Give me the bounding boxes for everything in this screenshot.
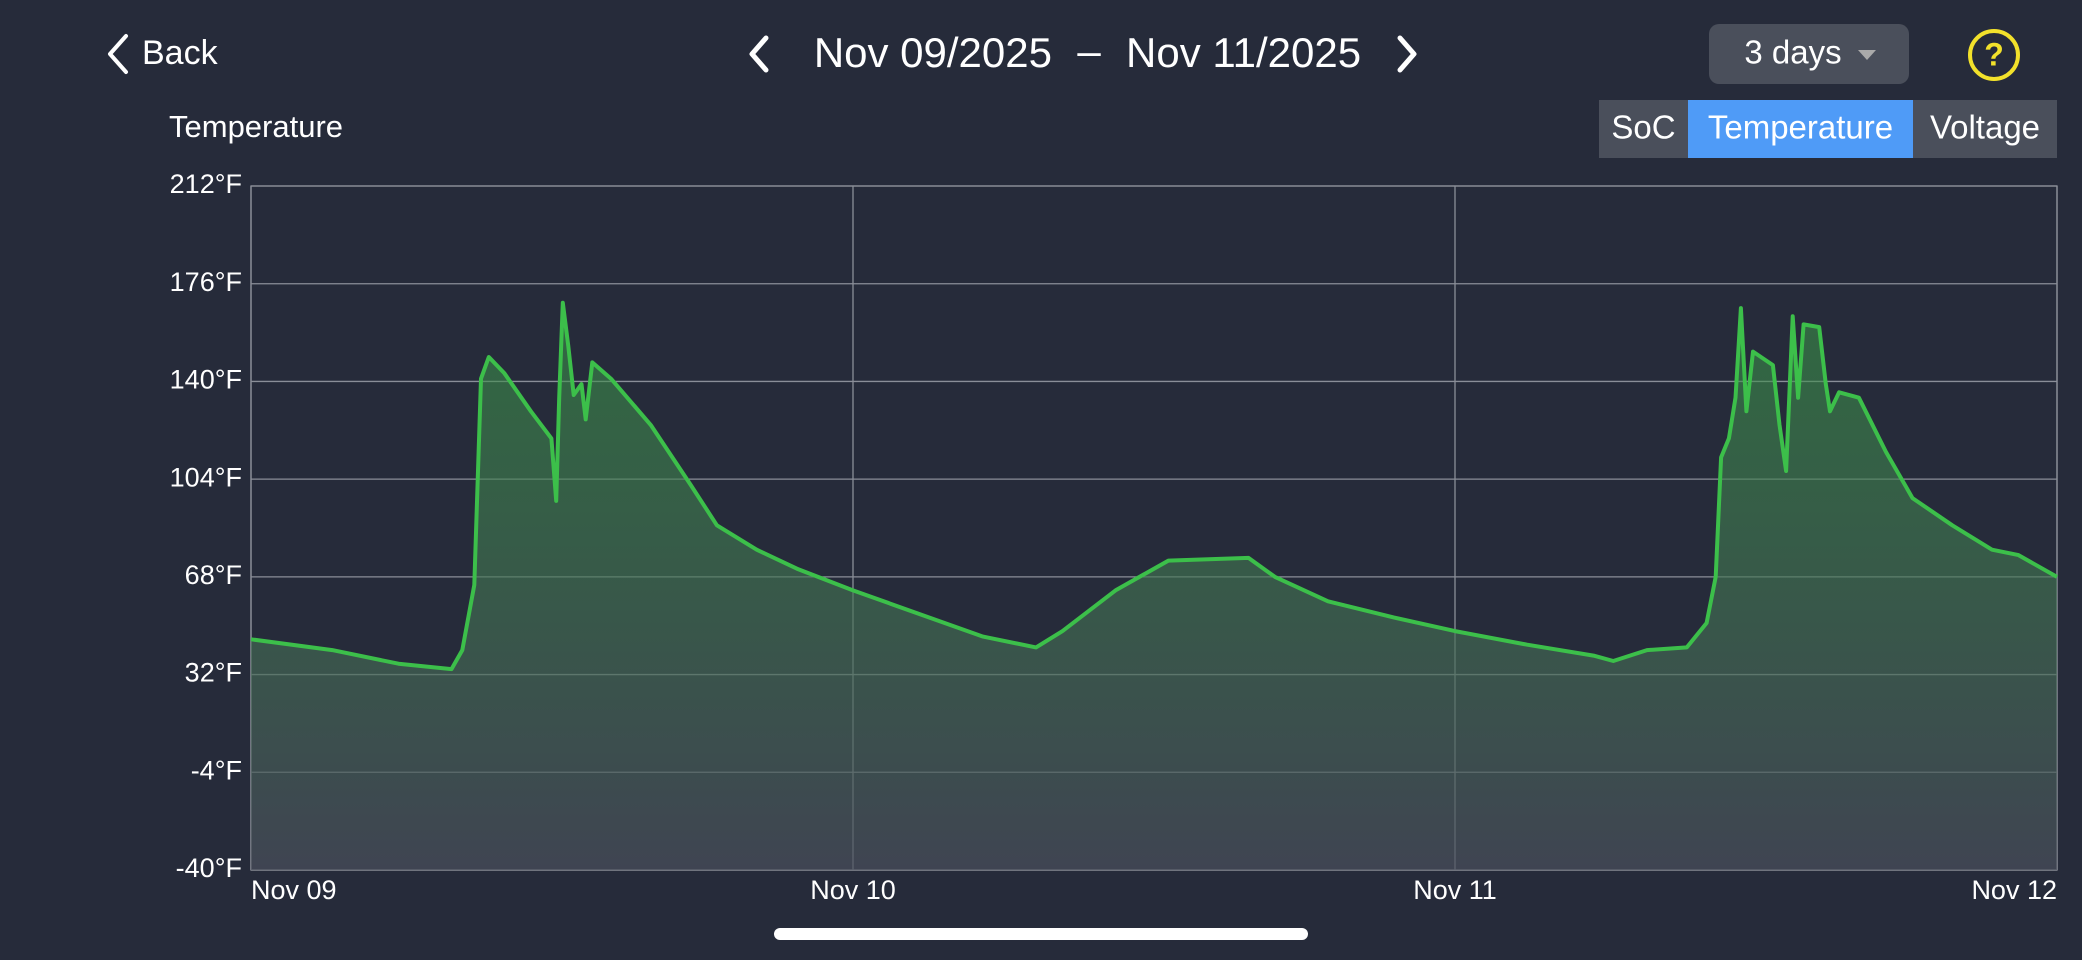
y-tick-label: -4°F (191, 755, 242, 785)
temperature-line (250, 300, 2058, 672)
y-tick-label: 68°F (185, 560, 242, 590)
segment-label[interactable]: Temperature (1708, 109, 1893, 146)
segment-label[interactable]: Voltage (1930, 109, 2040, 146)
help-button[interactable]: ? (1968, 29, 2020, 81)
segment-label[interactable]: SoC (1611, 109, 1675, 146)
y-tick-label: -40°F (176, 853, 242, 883)
date-separator: – (1077, 27, 1101, 74)
y-tick-label: 176°F (170, 267, 242, 297)
range-dropdown[interactable]: 3 days (1709, 24, 1909, 84)
range-box[interactable] (1709, 24, 1909, 84)
help-circle[interactable] (1968, 29, 2020, 81)
x-tick-label: Nov 11 (1413, 875, 1497, 905)
back-label[interactable]: Back (142, 34, 219, 72)
home-indicator (774, 928, 1308, 940)
dropdown-caret[interactable] (1858, 50, 1876, 60)
end-date: Nov 11/2025 (1126, 29, 1361, 76)
y-tick-label: 104°F (170, 462, 242, 492)
area-fill (251, 302, 2057, 870)
start-date: Nov 09/2025 (814, 29, 1052, 76)
segment[interactable] (1688, 100, 1913, 158)
x-tick-label: Nov 10 (810, 875, 896, 905)
chart-title: Temperature (169, 109, 343, 144)
help-icon[interactable]: ? (1984, 36, 2004, 72)
back-button[interactable]: Back (108, 34, 219, 74)
range-label[interactable]: 3 days (1744, 34, 1841, 71)
plot: -40°F -4°F 32°F 68°F 104°F 140°F 176°F 212°F Nov… (170, 169, 2058, 905)
segment[interactable] (1913, 100, 2057, 158)
y-tick-label: 140°F (170, 365, 242, 395)
segmented-control: SoC Temperature Voltage (1599, 100, 2057, 158)
x-tick-label: Nov 12 (1971, 875, 2057, 905)
y-tick-label: 212°F (170, 169, 242, 199)
next-button[interactable] (1397, 35, 1417, 73)
x-tick-label: Nov 09 (251, 875, 337, 905)
back-chevron[interactable] (108, 34, 128, 74)
segment[interactable] (1599, 100, 1688, 158)
prev-button[interactable] (749, 35, 769, 73)
y-tick-label: 32°F (185, 658, 242, 688)
